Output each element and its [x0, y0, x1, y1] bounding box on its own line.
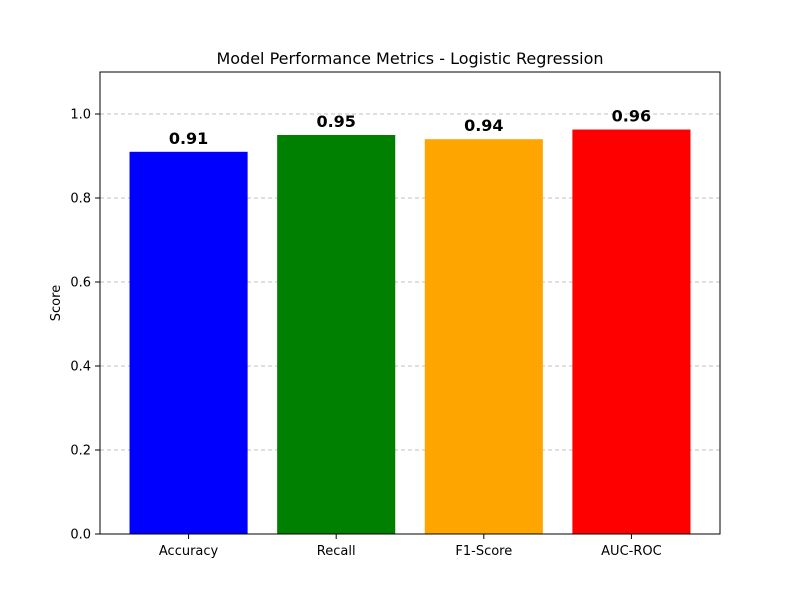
data-label: 0.96	[612, 107, 651, 126]
y-tick-label: 0.0	[70, 528, 91, 543]
y-tick-label: 0.4	[70, 360, 91, 375]
y-tick-label: 0.2	[70, 444, 91, 459]
bar-accuracy	[129, 151, 248, 535]
y-tick-label: 0.6	[70, 276, 91, 291]
x-tick-label: AUC-ROC	[601, 544, 662, 559]
y-axis-title: Score	[49, 285, 64, 321]
x-axis-ticks: Accuracy Recall F1-Score AUC-ROC	[159, 534, 662, 559]
x-tick-label: Accuracy	[159, 544, 219, 559]
data-label: 0.94	[464, 116, 503, 135]
y-tick-label: 0.8	[70, 192, 91, 207]
data-label: 0.95	[316, 112, 355, 131]
y-axis-ticks: 0.0 0.2 0.4 0.6 0.8 1.0	[70, 108, 100, 543]
bar-recall	[277, 135, 396, 534]
bar-f1-score	[424, 139, 543, 534]
y-tick-label: 1.0	[70, 108, 91, 123]
x-tick-label: F1-Score	[455, 544, 512, 559]
data-labels: 0.91 0.95 0.94 0.96	[169, 107, 651, 148]
plot-frame	[99, 71, 721, 535]
bar-auc-roc	[572, 129, 691, 535]
x-tick-label: Recall	[317, 544, 356, 559]
data-label: 0.91	[169, 129, 208, 148]
bars	[129, 129, 691, 535]
chart-title: Model Performance Metrics - Logistic Reg…	[216, 49, 603, 68]
